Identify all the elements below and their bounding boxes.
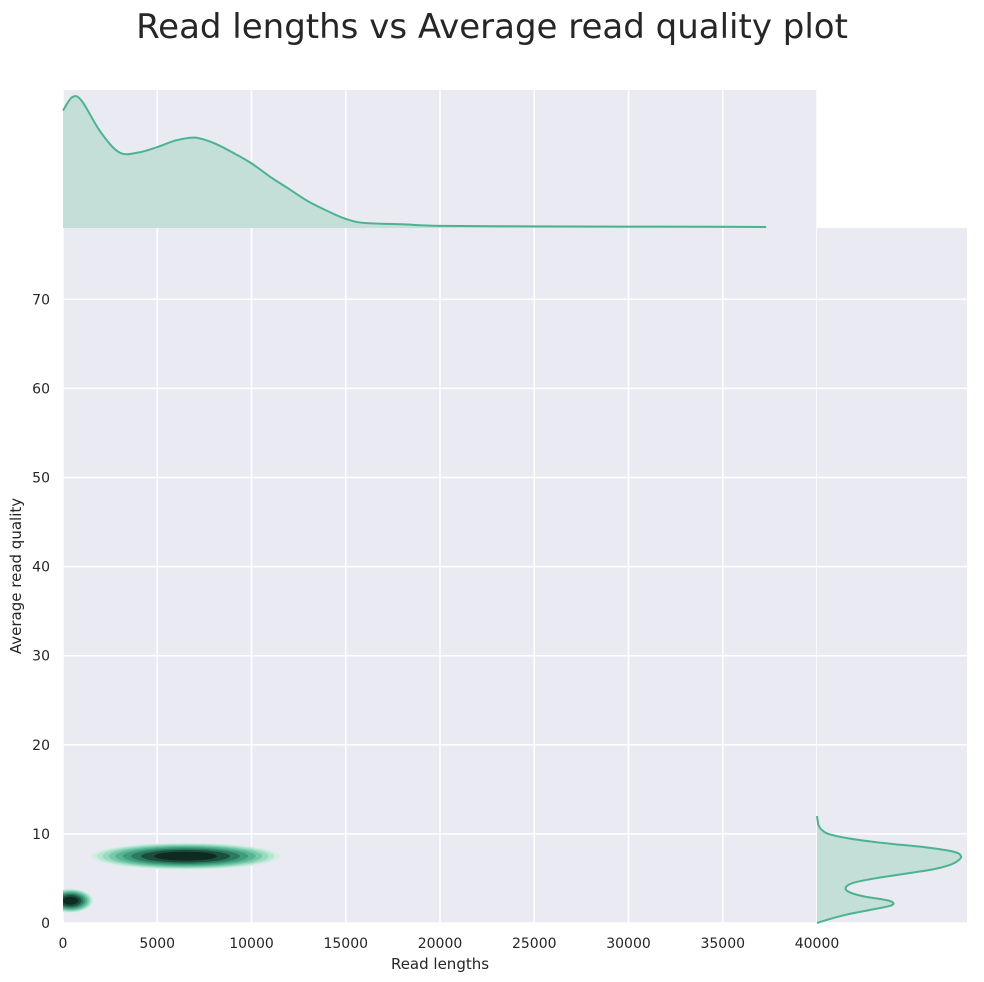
x-tick-label-8: 40000 xyxy=(795,936,840,952)
y-tick-label-3: 30 xyxy=(32,649,50,665)
contour-bands xyxy=(63,842,280,913)
y-axis-label: Average read quality xyxy=(7,498,25,654)
y-marginal-density-panel xyxy=(816,228,967,924)
y-tick-label-4: 40 xyxy=(32,560,50,576)
x-tick-label-5: 25000 xyxy=(512,936,557,952)
y-tick-label-1: 10 xyxy=(32,827,50,843)
x-tick-label-0: 0 xyxy=(59,936,68,952)
x-tick-label-1: 5000 xyxy=(139,936,175,952)
joint-kde-panel xyxy=(62,228,818,924)
kde-contour-peak0-level-8 xyxy=(154,851,217,861)
y-marginal-density-fill xyxy=(817,816,962,923)
y-tick-label-5: 50 xyxy=(32,470,50,486)
x-marginal-density-line xyxy=(62,95,767,228)
y-marginal-background xyxy=(817,228,967,923)
x-tick-label-3: 15000 xyxy=(323,936,368,952)
chart-title: Read lengths vs Average read quality plo… xyxy=(136,7,848,47)
x-tick-label-2: 10000 xyxy=(229,936,274,952)
x-axis-tick-labels: 0 5000 10000 15000 20000 25000 30000 35000 40000 xyxy=(59,936,840,952)
joint-kde-contours xyxy=(63,842,280,913)
x-tick-label-4: 20000 xyxy=(418,936,463,952)
y-marginal-density-line xyxy=(816,815,963,924)
kde-contour-peak1-level-8 xyxy=(63,896,79,905)
y-tick-label-7: 70 xyxy=(32,292,50,308)
y-axis-tick-labels: 0 10 20 30 40 50 60 70 xyxy=(32,292,50,932)
y-tick-label-2: 20 xyxy=(32,738,50,754)
y-tick-label-6: 60 xyxy=(32,381,50,397)
x-tick-label-6: 30000 xyxy=(606,936,651,952)
y-marginal-grid xyxy=(817,298,967,924)
x-axis-label: Read lengths xyxy=(391,955,489,973)
x-tick-label-7: 35000 xyxy=(700,936,745,952)
x-marginal-density-fill xyxy=(63,96,767,228)
x-marginal-density-panel xyxy=(62,90,818,228)
y-tick-label-0: 0 xyxy=(41,916,50,932)
